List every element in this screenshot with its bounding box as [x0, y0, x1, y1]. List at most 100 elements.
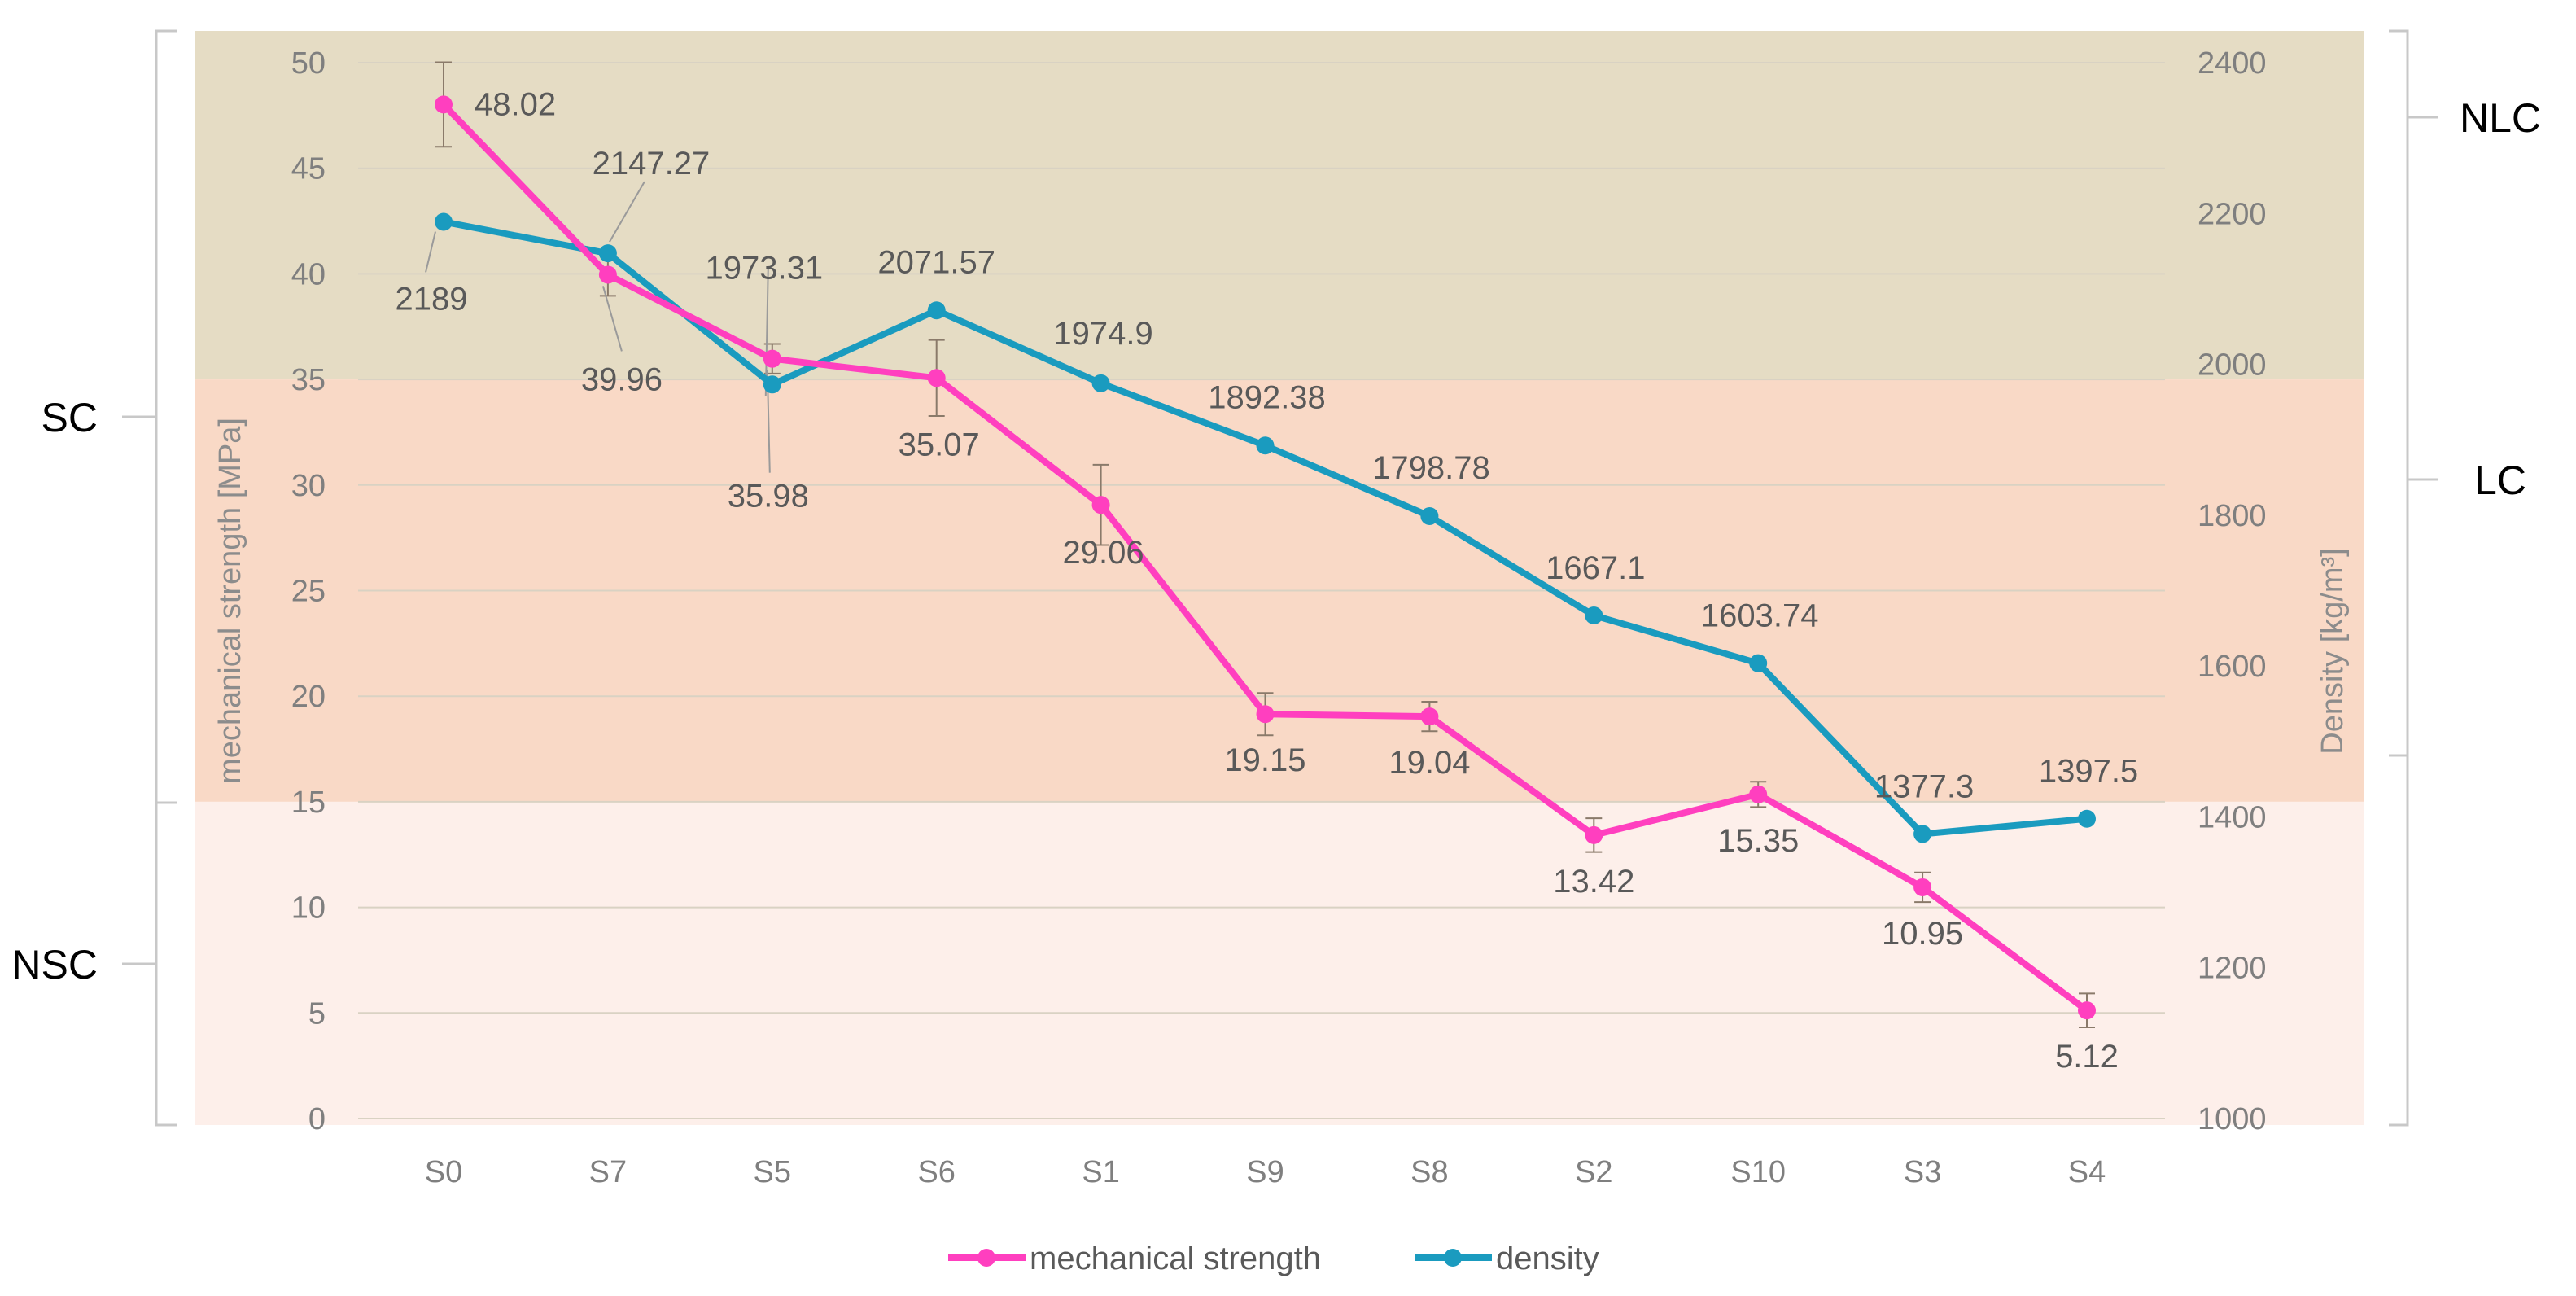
gridlines: [358, 62, 2165, 1119]
y-left-tick-label: 40: [291, 257, 326, 291]
bracket-lc: [2389, 204, 2409, 757]
y-left-tick-label: 5: [308, 996, 326, 1031]
y-right-tick-label: 2000: [2198, 348, 2267, 383]
x-tick-label: S10: [1730, 1155, 1786, 1189]
legend-marker-1: [1444, 1249, 1462, 1267]
density-data-label: 1892.38: [1208, 379, 1326, 415]
strength-point: [598, 265, 617, 284]
density-data-label: 1973.31: [706, 250, 824, 286]
strength-data-label: 19.04: [1389, 745, 1470, 781]
x-tick-label: S4: [2068, 1155, 2106, 1189]
density-point: [1585, 606, 1603, 624]
density-point: [598, 244, 617, 263]
density-point: [1420, 506, 1439, 525]
y-left-tick-label: 10: [291, 891, 326, 926]
legend-label-1: density: [1496, 1241, 1599, 1276]
series-lines: [435, 95, 2096, 1020]
density-data-label: 2071.57: [877, 244, 995, 280]
leader-line: [425, 231, 436, 273]
x-tick-label: S8: [1410, 1155, 1448, 1189]
bracket-nlc: [2389, 29, 2409, 204]
strength-data-label: 19.15: [1224, 742, 1305, 778]
axes: 0 5 10 15 20 25 30 35 40 45 50 1000 1200 1400 1600 1800…: [213, 46, 2350, 1189]
strength-data-label: 39.96: [581, 361, 663, 397]
legend-label-0: mechanical strength: [1030, 1241, 1321, 1276]
x-tick-label: S5: [754, 1155, 791, 1189]
density-data-label: 1397.5: [2039, 754, 2138, 790]
x-tick-label: S6: [917, 1155, 955, 1189]
legend: mechanical strength density: [948, 1241, 1599, 1276]
bracket-sc: [155, 29, 177, 804]
leader-line: [601, 286, 623, 352]
strength-data-label: 13.42: [1553, 864, 1634, 900]
classification-brackets: SC NSC NLC LC: [11, 29, 2541, 1127]
band-nsc: [195, 801, 2364, 1125]
density-data-label: 1667.1: [1546, 550, 1645, 586]
strength-data-label: 48.02: [475, 86, 556, 122]
strength-point: [927, 369, 946, 387]
zone-label-sc: SC: [42, 395, 98, 440]
x-tick-label: S7: [589, 1155, 627, 1189]
density-data-label: 1603.74: [1701, 598, 1819, 634]
y-right-tick-label: 1800: [2198, 499, 2267, 533]
strength-data-label: 35.07: [899, 427, 980, 462]
strength-point: [1420, 707, 1439, 726]
strength-data-label: 35.98: [728, 479, 809, 514]
background-bands: [195, 31, 2364, 1125]
strength-point: [2078, 1001, 2096, 1020]
density-point: [763, 375, 781, 394]
density-point: [1091, 374, 1110, 392]
density-data-label: 1377.3: [1874, 768, 1974, 804]
x-tick-label: S9: [1246, 1155, 1284, 1189]
leader-line: [764, 267, 769, 396]
zone-label-nsc: NSC: [11, 942, 98, 987]
density-data-label: 2189: [396, 281, 468, 317]
strength-data-label: 5.12: [2055, 1039, 2119, 1075]
y-left-tick-label: 15: [291, 786, 326, 820]
density-data-label: 2147.27: [593, 146, 711, 182]
density-point: [2078, 809, 2096, 828]
bracket-nsc: [155, 801, 177, 1127]
strength-point: [1749, 785, 1768, 803]
density-data-label: 1798.78: [1372, 450, 1490, 486]
strength-point: [1256, 705, 1275, 724]
y-left-tick-label: 25: [291, 575, 326, 609]
density-point: [1749, 654, 1768, 672]
strength-point: [435, 95, 453, 114]
leader-line: [609, 181, 645, 243]
y-left-tick-label: 50: [291, 46, 326, 81]
density-point: [1256, 436, 1275, 455]
y-left-tick-label: 45: [291, 152, 326, 186]
y-right-axis-title: Density [kg/m³]: [2316, 548, 2350, 754]
y-left-tick-label: 20: [291, 680, 326, 714]
strength-point: [763, 349, 781, 368]
x-tick-label: S2: [1575, 1155, 1612, 1189]
x-tick-label: S0: [425, 1155, 462, 1189]
y-right-tick-label: 1400: [2198, 800, 2267, 834]
strength-point: [1913, 878, 1932, 896]
x-tick-label: S1: [1082, 1155, 1119, 1189]
y-right-tick-label: 1600: [2198, 650, 2267, 684]
strength-data-label: 15.35: [1717, 823, 1799, 859]
strength-point: [1585, 825, 1603, 844]
density-point: [435, 212, 453, 231]
y-left-tick-label: 0: [308, 1102, 326, 1136]
density-point: [1913, 825, 1932, 843]
zone-label-nlc: NLC: [2460, 95, 2541, 141]
y-right-tick-label: 1000: [2198, 1102, 2267, 1136]
bracket-nlc-lower: [2389, 755, 2409, 1127]
y-left-axis-title: mechanical strength [MPa]: [213, 418, 247, 784]
y-left-tick-label: 30: [291, 469, 326, 503]
strength-data-label: 10.95: [1882, 916, 1963, 952]
strength-point: [1091, 496, 1110, 514]
y-right-tick-label: 2200: [2198, 197, 2267, 231]
y-left-tick-label: 35: [291, 363, 326, 397]
legend-marker-0: [977, 1249, 995, 1267]
density-point: [927, 301, 946, 320]
band-nlc: [195, 31, 2364, 380]
zone-label-lc: LC: [2474, 458, 2526, 503]
y-right-tick-label: 2400: [2198, 46, 2267, 81]
strength-data-label: 29.06: [1063, 535, 1144, 571]
x-tick-label: S3: [1904, 1155, 1941, 1189]
